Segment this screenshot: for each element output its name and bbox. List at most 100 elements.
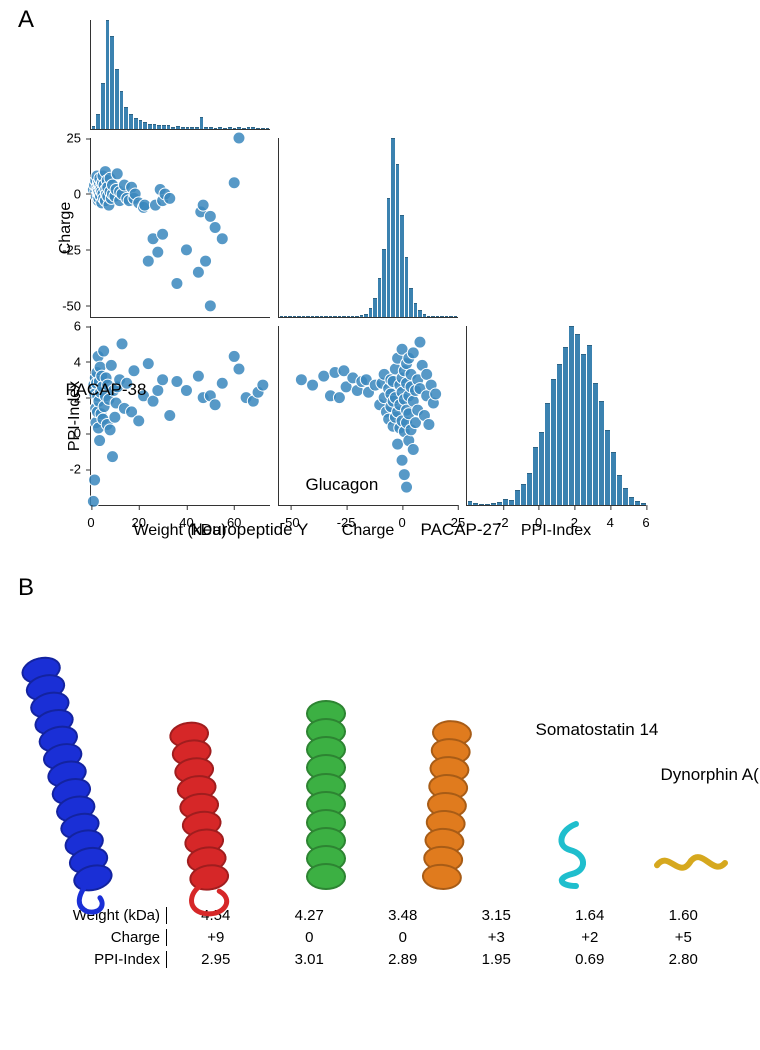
value-row: Weight (kDa)4.544.273.483.151.641.60 [40, 904, 730, 926]
scatter-point [209, 222, 221, 234]
scatter-point [257, 379, 269, 391]
value-cell: 2.95 [171, 951, 261, 968]
tick-label: 6 [74, 319, 81, 334]
hist-bar [315, 316, 318, 317]
scatter-point [142, 255, 154, 267]
hist-bar [320, 316, 323, 317]
panel-A: -50-25025 Charge -20246 0204060 PPI-Inde… [90, 20, 646, 506]
hist-bar [124, 107, 128, 129]
scatter-point [142, 358, 154, 370]
hist-bar [171, 127, 175, 129]
hist-bar [587, 345, 592, 505]
hist-bar [306, 316, 309, 317]
scatter-point [318, 370, 330, 382]
hist-bar [218, 127, 222, 129]
tick-label: 0 [87, 515, 94, 530]
hist-charge [278, 138, 458, 318]
value-cell: +5 [638, 929, 728, 946]
value-cell: 1.64 [545, 907, 635, 924]
hist-bar [431, 316, 434, 317]
value-cell: 0.69 [545, 951, 635, 968]
peptide-somatostatin-14: Somatostatin 14 [536, 820, 580, 890]
scatter-point [157, 228, 169, 240]
hist-bar [521, 484, 526, 505]
scatter-ppi-vs-weight: -20246 0204060 PPI-Index Weight (kDa) [90, 326, 270, 506]
hist-bar [333, 316, 336, 317]
scatter-point [233, 132, 245, 144]
hist-ppi-bars [467, 326, 646, 505]
hist-bar [204, 127, 208, 129]
scatter-point [152, 246, 164, 258]
value-cell: 3.15 [451, 907, 541, 924]
row-label: PPI-Index [40, 951, 167, 968]
hist-bar [593, 383, 598, 505]
hist-bar [575, 334, 580, 505]
peptide-pacap-27: PACAP-27 [421, 720, 465, 890]
peptide-name: Neuropeptide Y [191, 520, 309, 540]
hist-bar [369, 308, 372, 317]
value-cell: +9 [171, 929, 261, 946]
scatter-point [192, 266, 204, 278]
hist-bar [157, 125, 161, 129]
hist-bar [414, 303, 417, 317]
hist-bar [223, 128, 227, 129]
value-cell: +2 [545, 929, 635, 946]
scatter-point [204, 300, 216, 312]
hist-bar [256, 128, 260, 129]
scatter-point [104, 424, 116, 436]
peptide-glucagon: Glucagon [306, 700, 350, 890]
hist-bar [409, 288, 412, 317]
scatter-point [392, 438, 404, 450]
hist-bar [539, 432, 544, 505]
hist-bar [396, 164, 399, 317]
value-cell: 0 [264, 929, 354, 946]
tick-label: -2 [69, 462, 81, 477]
hist-bar [297, 316, 300, 317]
hist-bar [551, 379, 556, 505]
scatter-point [152, 384, 164, 396]
hist-bar [324, 316, 327, 317]
hist-bar [200, 117, 204, 129]
hist-bar [134, 118, 138, 129]
hist-bar [617, 475, 622, 505]
scatter-point [128, 365, 140, 377]
hist-bar [186, 127, 190, 129]
hist-bar [311, 316, 314, 317]
helix [306, 700, 346, 890]
hist-bar [623, 488, 628, 505]
hist-bar [106, 20, 110, 129]
hist-bar [153, 124, 157, 129]
tick-label: 0 [398, 515, 405, 530]
scatter-point [209, 399, 221, 411]
hist-bar [342, 316, 345, 317]
scatter-point [407, 347, 419, 359]
hist-bar [557, 364, 562, 505]
tick-label: 4 [607, 515, 614, 530]
scatter-point [407, 444, 419, 456]
panel-B-label: B [18, 574, 34, 602]
hist-bar [378, 278, 381, 317]
hist-bar [387, 198, 390, 317]
hist-bar [355, 316, 358, 317]
hist-bar [423, 314, 426, 317]
hist-bar [288, 316, 291, 317]
value-cell: 4.27 [264, 907, 354, 924]
hist-bar [400, 215, 403, 317]
panel-A-label: A [18, 6, 34, 34]
hist-bar [418, 310, 421, 317]
scatter-point [396, 454, 408, 466]
scatter-point [106, 451, 118, 463]
scatter-point [180, 384, 192, 396]
hist-bar [440, 316, 443, 317]
hist-bar [139, 120, 143, 129]
tick-label: 4 [74, 354, 81, 369]
scatter-point [139, 199, 151, 211]
scatter-point [192, 370, 204, 382]
row-label: Charge [40, 929, 167, 946]
scatter-point [171, 375, 183, 387]
hist-bar [209, 127, 213, 129]
hist-bar [214, 128, 218, 129]
hist-bar [190, 127, 194, 129]
hist-bar [360, 315, 363, 317]
hist-bar [527, 473, 532, 505]
